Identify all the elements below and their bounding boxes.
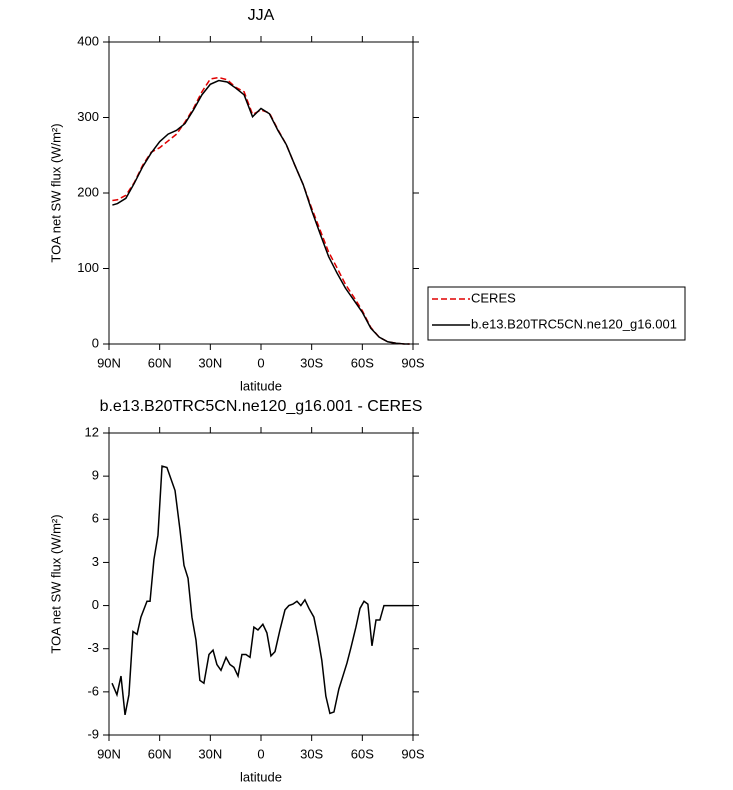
data-line <box>112 76 410 345</box>
x-tick-label: 30N <box>198 355 222 370</box>
x-tick-label: 60N <box>148 355 172 370</box>
y-tick-label: 3 <box>92 554 99 569</box>
y-tick-label: 0 <box>92 335 99 350</box>
x-tick-label: 90N <box>97 746 121 761</box>
x-axis-label: latitude <box>240 378 282 393</box>
x-tick-label: 30S <box>300 746 323 761</box>
x-tick-label: 90S <box>401 746 424 761</box>
legend-label: CERES <box>471 290 516 305</box>
data-line <box>111 465 413 716</box>
y-tick-label: 9 <box>92 468 99 483</box>
legend-label: b.e13.B20TRC5CN.ne120_g16.001 <box>471 316 677 331</box>
x-tick-label: 90S <box>401 355 424 370</box>
y-tick-label: -3 <box>87 640 99 655</box>
x-tick-label: 30S <box>300 355 323 370</box>
x-axis-label: latitude <box>240 769 282 784</box>
x-tick-label: 60S <box>351 355 374 370</box>
y-axis-label: TOA net SW flux (W/m²) <box>48 514 63 653</box>
y-tick-label: 12 <box>85 424 99 439</box>
y-tick-label: 300 <box>77 109 99 124</box>
y-tick-label: 100 <box>77 260 99 275</box>
x-tick-label: 60S <box>351 746 374 761</box>
x-tick-label: 60N <box>148 746 172 761</box>
x-tick-label: 0 <box>257 355 264 370</box>
x-tick-label: 0 <box>257 746 264 761</box>
y-tick-label: 0 <box>92 597 99 612</box>
plot-frame <box>108 41 414 345</box>
plot-frame <box>108 432 414 736</box>
x-tick-label: 90N <box>97 355 121 370</box>
y-axis-label: TOA net SW flux (W/m²) <box>48 123 63 262</box>
y-tick-label: -6 <box>87 683 99 698</box>
y-tick-label: -9 <box>87 726 99 741</box>
legend-box <box>427 286 686 341</box>
y-tick-label: 6 <box>92 511 99 526</box>
chart-title: JJA <box>248 7 275 24</box>
data-line <box>112 79 410 345</box>
chart-title: b.e13.B20TRC5CN.ne120_g16.001 - CERES <box>100 398 423 415</box>
y-tick-label: 200 <box>77 184 99 199</box>
x-tick-label: 30N <box>198 746 222 761</box>
y-tick-label: 400 <box>77 33 99 48</box>
